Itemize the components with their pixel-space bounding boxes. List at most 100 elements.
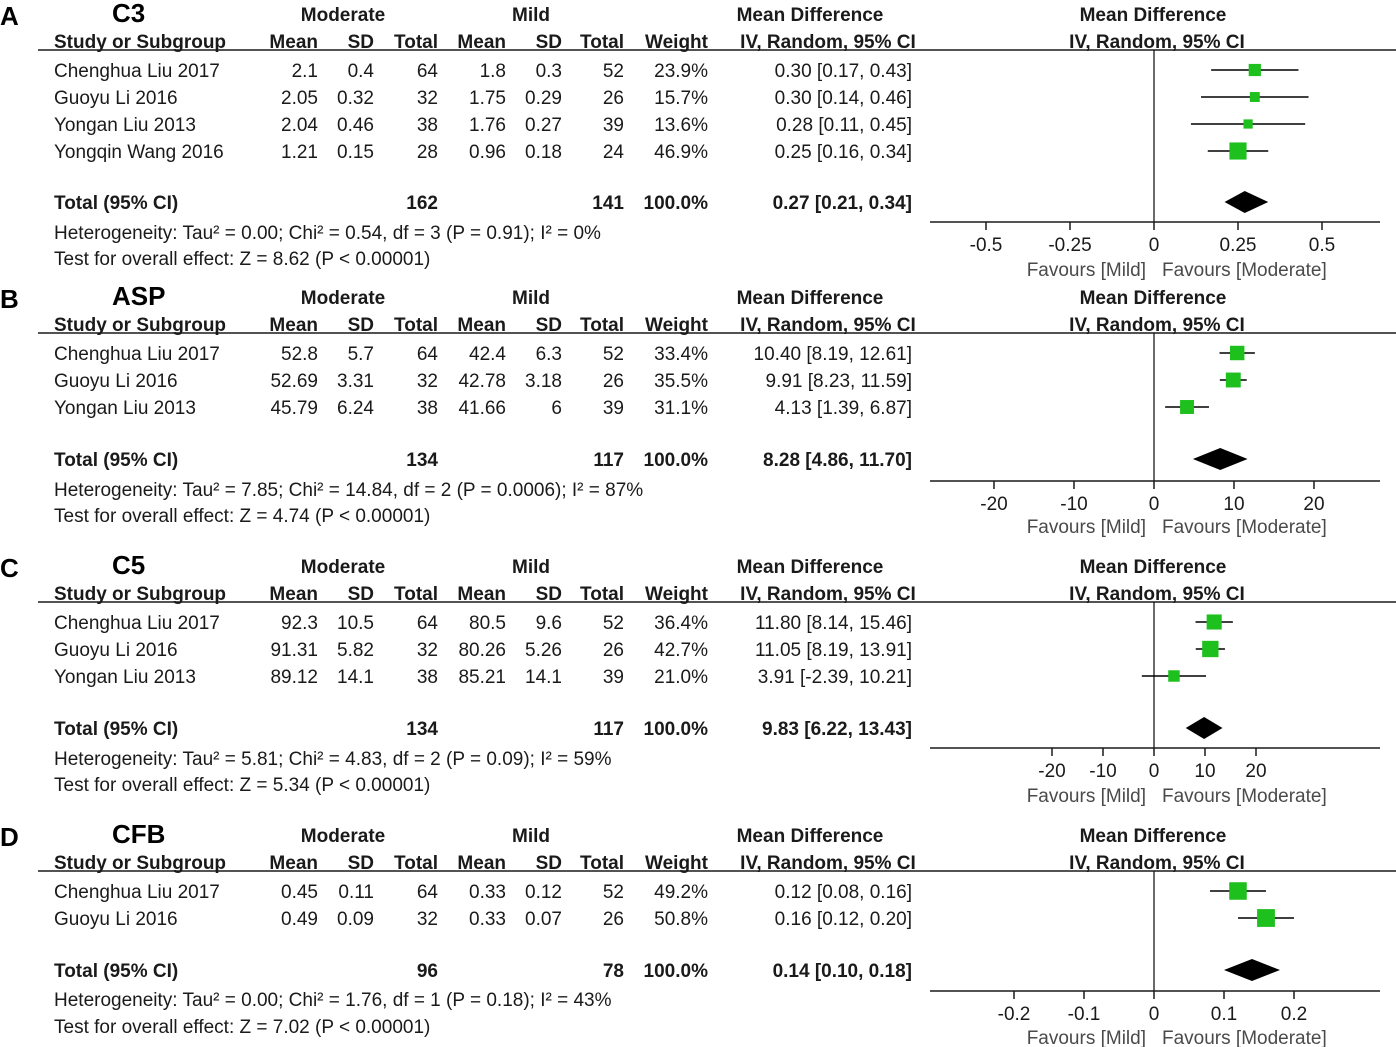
mild-mean: 80.5	[469, 613, 506, 634]
x-tick-label: 0	[1149, 761, 1160, 782]
moderate-total: 32	[417, 640, 438, 661]
mild-sd: 0.27	[525, 115, 562, 136]
mild-mean: 0.33	[469, 909, 506, 930]
effect-header: Mean Difference	[737, 5, 884, 26]
x-tick-label: 10	[1194, 761, 1215, 782]
moderate-total: 32	[417, 88, 438, 109]
moderate-mean: 89.12	[270, 667, 318, 688]
total-mild: 117	[593, 719, 624, 740]
mild-sd: 5.26	[525, 640, 562, 661]
forest-panel-b: B ASP Moderate Mild Mean Difference Mean Diff…	[0, 281, 1396, 538]
study-marker	[1225, 372, 1241, 388]
x-tick-label: -0.25	[1048, 235, 1091, 256]
study-name: Guoyu Li 2016	[54, 909, 178, 930]
column-header: Mean	[269, 584, 318, 605]
mild-mean: 41.66	[458, 398, 506, 419]
study-ci-text: 4.13 [1.39, 6.87]	[775, 398, 912, 419]
total-mild: 141	[592, 193, 624, 214]
study-name: Chenghua Liu 2017	[54, 613, 220, 634]
study-weight: 49.2%	[654, 882, 708, 903]
mild-mean: 85.21	[458, 667, 506, 688]
column-header: Total	[394, 315, 438, 336]
heterogeneity-text: Heterogeneity: Tau² = 0.00; Chi² = 1.76,…	[54, 990, 612, 1011]
total-label: Total (95% CI)	[54, 193, 178, 214]
x-tick-label: 0.5	[1309, 235, 1335, 256]
effect-header: Mean Difference	[737, 288, 884, 309]
column-header: SD	[536, 32, 562, 53]
column-header: Total	[394, 32, 438, 53]
total-ci-text: 0.27 [0.21, 0.34]	[773, 193, 912, 214]
column-header: Total	[580, 584, 624, 605]
study-name: Chenghua Liu 2017	[54, 344, 220, 365]
mild-mean: 0.33	[469, 882, 506, 903]
study-ci-text: 0.30 [0.17, 0.43]	[775, 61, 912, 82]
study-marker	[1202, 640, 1219, 658]
moderate-sd: 0.4	[348, 61, 375, 82]
column-header: Mean	[269, 32, 318, 53]
x-tick-label: -0.1	[1068, 1004, 1101, 1025]
study-weight: 46.9%	[654, 142, 708, 163]
column-header: SD	[536, 584, 562, 605]
moderate-mean: 45.79	[270, 398, 318, 419]
x-tick-label: 0	[1149, 1004, 1160, 1025]
study-weight: 21.0%	[654, 667, 708, 688]
moderate-total: 64	[417, 613, 439, 634]
favours-left: Favours [Mild]	[1027, 786, 1146, 807]
column-header: Study or Subgroup	[54, 315, 226, 336]
study-ci-text: 0.30 [0.14, 0.46]	[775, 88, 912, 109]
forest-panel-a: A C3 Moderate Mild Mean Difference Mean Diffe…	[0, 0, 1396, 281]
effect-subheader: IV, Random, 95% CI	[740, 853, 916, 874]
mild-mean: 1.8	[480, 61, 506, 82]
forest-panel-c: C C5 Moderate Mild Mean Difference Mean Diffe…	[0, 550, 1396, 807]
moderate-sd: 0.09	[337, 909, 374, 930]
moderate-sd: 10.5	[337, 613, 374, 634]
moderate-total: 32	[417, 909, 438, 930]
column-header: SD	[536, 315, 562, 336]
mild-total: 26	[603, 909, 624, 930]
summary-diamond	[1185, 717, 1223, 739]
total-moderate: 134	[406, 450, 438, 471]
moderate-sd: 14.1	[337, 667, 374, 688]
x-tick-label: -0.2	[998, 1004, 1031, 1025]
plot-effect-subheader: IV, Random, 95% CI	[1069, 315, 1245, 336]
column-header: Mean	[457, 32, 506, 53]
x-tick-label: -10	[1089, 761, 1116, 782]
study-name: Guoyu Li 2016	[54, 88, 178, 109]
column-header: Mean	[457, 584, 506, 605]
mild-total: 52	[603, 613, 624, 634]
moderate-total: 32	[417, 371, 438, 392]
study-marker	[1248, 63, 1261, 77]
panel-letter: D	[0, 822, 19, 852]
x-tick-label: -10	[1060, 494, 1087, 515]
x-tick-label: -20	[980, 494, 1007, 515]
study-ci-text: 0.28 [0.11, 0.45]	[776, 115, 912, 136]
mild-mean: 1.75	[469, 88, 506, 109]
study-weight: 35.5%	[654, 371, 708, 392]
moderate-total: 64	[417, 61, 439, 82]
moderate-total: 38	[417, 398, 438, 419]
plot-effect-header: Mean Difference	[1080, 826, 1227, 847]
moderate-sd: 6.24	[337, 398, 374, 419]
overall-effect-text: Test for overall effect: Z = 8.62 (P < 0…	[54, 249, 430, 270]
column-header: SD	[348, 315, 374, 336]
study-weight: 15.7%	[654, 88, 708, 109]
total-mild: 117	[593, 450, 624, 471]
column-header: Total	[580, 853, 624, 874]
moderate-mean: 2.1	[292, 61, 318, 82]
column-header: Total	[580, 315, 624, 336]
plot-effect-header: Mean Difference	[1080, 5, 1227, 26]
moderate-mean: 2.05	[281, 88, 318, 109]
overall-effect-text: Test for overall effect: Z = 5.34 (P < 0…	[54, 775, 430, 796]
x-tick-label: 0.1	[1211, 1004, 1237, 1025]
group-header-mild: Mild	[512, 557, 550, 578]
mild-mean: 80.26	[458, 640, 506, 661]
panel-letter: B	[0, 284, 19, 314]
group-header-mild: Mild	[512, 826, 550, 847]
study-marker	[1180, 400, 1195, 414]
moderate-mean: 52.69	[270, 371, 318, 392]
study-ci-text: 0.16 [0.12, 0.20]	[775, 909, 912, 930]
study-weight: 33.4%	[654, 344, 708, 365]
study-weight: 36.4%	[654, 613, 708, 634]
effect-header: Mean Difference	[737, 826, 884, 847]
mild-sd: 9.6	[536, 613, 562, 634]
